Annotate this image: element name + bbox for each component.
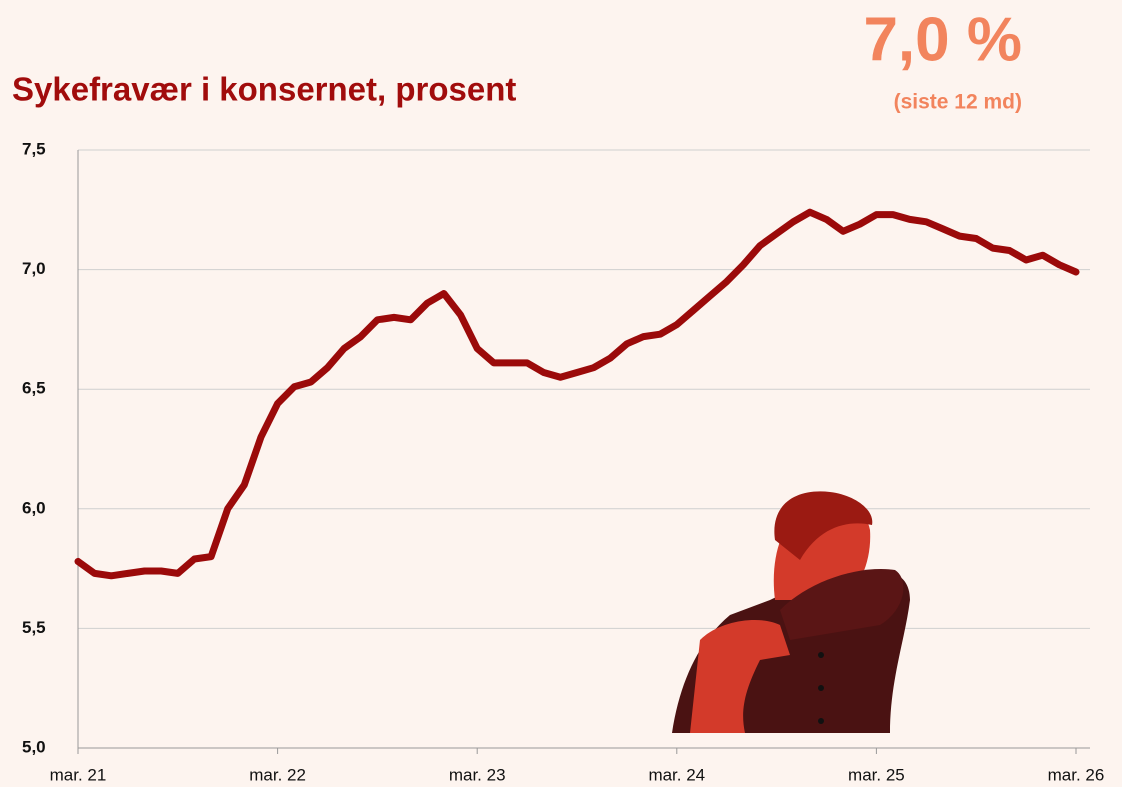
chart: Sykefravær i konsernet, prosent 7,0 % (s…: [0, 0, 1122, 787]
background: [0, 0, 1122, 787]
x-tick-label: mar. 21: [50, 765, 107, 784]
button: [818, 718, 824, 724]
y-tick-label: 5,5: [22, 618, 46, 637]
x-tick-label: mar. 22: [249, 765, 306, 784]
y-tick-label: 5,0: [22, 737, 46, 756]
x-tick-label: mar. 26: [1048, 765, 1105, 784]
x-tick-label: mar. 24: [648, 765, 705, 784]
y-tick-label: 6,5: [22, 379, 46, 398]
x-tick-label: mar. 25: [848, 765, 905, 784]
x-tick-label: mar. 23: [449, 765, 506, 784]
button: [818, 652, 824, 658]
y-tick-label: 7,5: [22, 139, 46, 158]
chart-title: Sykefravær i konsernet, prosent: [12, 71, 516, 108]
button: [818, 685, 824, 691]
headline-value: 7,0 %: [863, 5, 1022, 74]
y-tick-label: 6,0: [22, 498, 46, 517]
headline-note: (siste 12 md): [894, 91, 1022, 114]
y-tick-label: 7,0: [22, 259, 46, 278]
